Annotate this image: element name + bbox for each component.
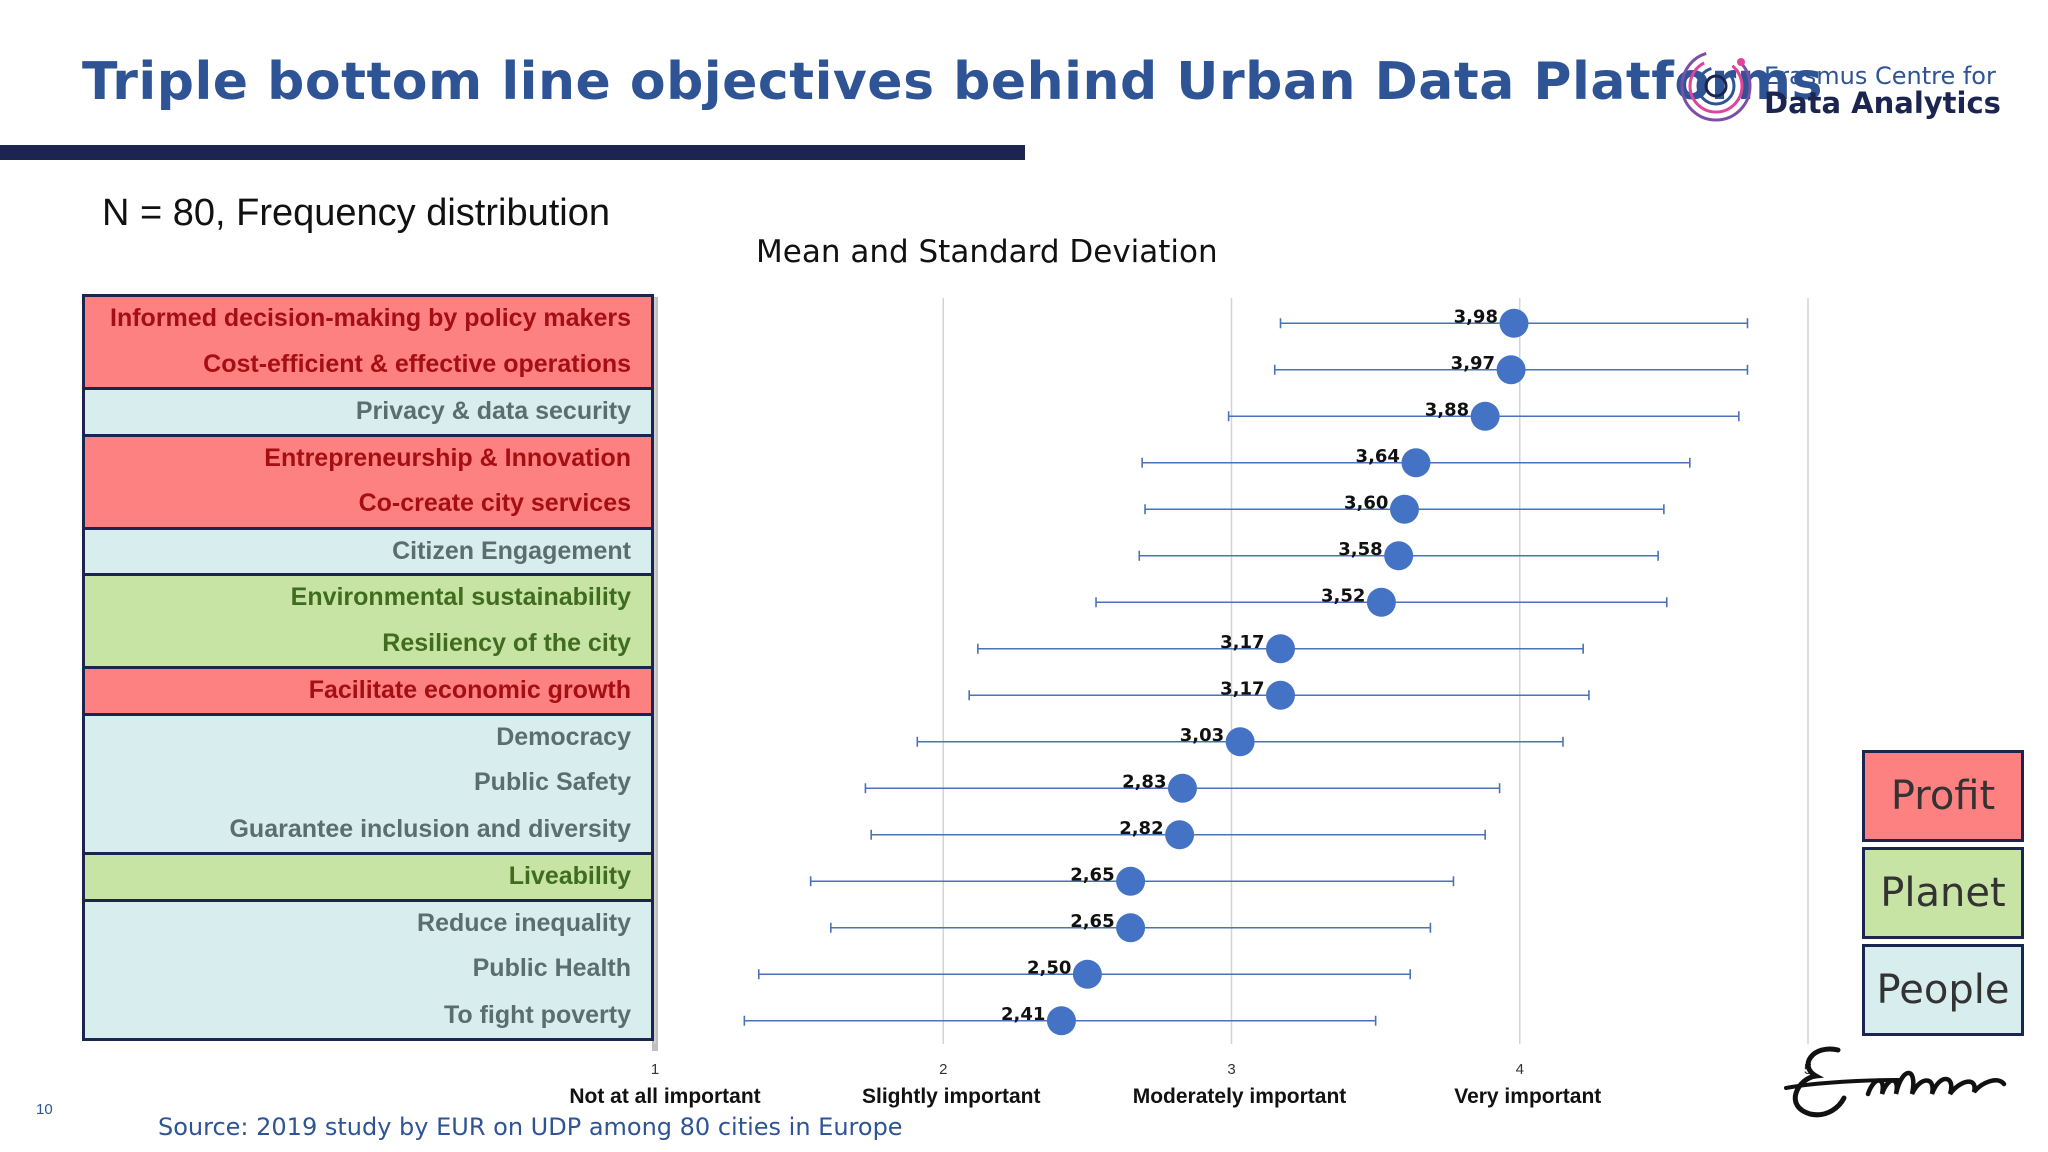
logo-text-line2: Data Analytics [1764, 86, 2001, 120]
mean-label: 3,17 [1220, 678, 1264, 699]
objective-label: Entrepreneurship & Innovation [264, 443, 631, 472]
mean-dot [1470, 401, 1500, 431]
mean-dot [1366, 587, 1396, 617]
mean-dot [1167, 773, 1197, 803]
objective-label: Democracy [496, 722, 631, 751]
mean-dot [1401, 448, 1431, 478]
label-group-people: Democracy Public Safety Guarantee inclusio… [82, 712, 654, 855]
mean-label: 3,52 [1321, 585, 1365, 606]
label-group-planet: Environmental sustainability Resiliency o… [82, 573, 654, 669]
label-group-profit: Informed decision-making by policy maker… [82, 294, 654, 390]
mean-label: 3,60 [1344, 492, 1388, 513]
erasmus-signature-logo [1784, 1046, 2007, 1118]
x-tick-number: 3 [1227, 1061, 1235, 1078]
mean-label: 3,97 [1451, 353, 1495, 374]
source-note: Source: 2019 study by EUR on UDP among 8… [158, 1113, 903, 1141]
objective-label: Citizen Engagement [392, 536, 631, 565]
mean-dot [1266, 680, 1296, 710]
mean-dot [1496, 355, 1526, 385]
mean-label: 2,65 [1070, 911, 1114, 932]
label-group-planet: Liveability [82, 852, 654, 902]
mean-dot [1072, 959, 1102, 989]
objective-label: Co-create city services [358, 489, 631, 517]
mean-dot [1384, 541, 1414, 571]
legend: Profit Planet People [1862, 750, 2024, 1041]
mean-label: 3,58 [1338, 539, 1382, 560]
objective-label: Cost-efficient & effective operations [203, 349, 631, 378]
slide-title: Triple bottom line objectives behind Urb… [82, 52, 1823, 112]
mean-label: 2,41 [1001, 1004, 1045, 1025]
logo-circles-icon [1680, 50, 1752, 122]
mean-label: 2,50 [1027, 957, 1071, 978]
label-group-people: Citizen Engagement [82, 526, 654, 576]
objective-label: Public Health [472, 954, 631, 982]
x-tick-number: 2 [939, 1061, 947, 1078]
legend-item-people: People [1862, 944, 2024, 1036]
logo: Erasmus Centre for Data Analytics [1678, 46, 2001, 126]
mean-label: 2,82 [1119, 818, 1163, 839]
x-tick-number: 4 [1516, 1061, 1524, 1078]
label-group-profit: Entrepreneurship & Innovation Co-create c… [82, 433, 654, 530]
sample-size-label: N = 80, Frequency distribution [102, 192, 610, 234]
mean-dot [1225, 727, 1255, 757]
mean-dot [1116, 913, 1146, 943]
mean-label: 3,98 [1454, 306, 1498, 327]
x-tick-label: Very important [1454, 1085, 1601, 1108]
mean-dot [1165, 820, 1195, 850]
objective-label: Public Safety [474, 768, 631, 796]
mean-dot [1116, 866, 1146, 896]
chart-title: Mean and Standard Deviation [756, 234, 1218, 270]
page-number: 10 [36, 1101, 53, 1118]
mean-dot [1499, 308, 1529, 338]
objective-label: Liveability [508, 862, 631, 890]
objective-label: Privacy & data security [355, 397, 631, 425]
objective-label: Environmental sustainability [290, 583, 631, 611]
objective-label: Reduce inequality [417, 908, 631, 937]
mean-label: 3,64 [1356, 446, 1400, 467]
x-tick-label: Moderately important [1133, 1085, 1347, 1108]
x-tick-number: 1 [651, 1061, 659, 1078]
objective-label: To fight poverty [443, 1000, 631, 1029]
x-tick-label: Not at all important [569, 1085, 760, 1108]
legend-item-profit: Profit [1862, 750, 2024, 842]
title-rule [0, 145, 1025, 160]
mean-dot [1046, 1006, 1076, 1036]
mean-label: 3,17 [1220, 632, 1264, 653]
objective-label: Resiliency of the city [382, 628, 631, 657]
mean-dot [1266, 634, 1296, 664]
objective-label: Guarantee inclusion and diversity [229, 814, 631, 843]
objective-label-panel: Informed decision-making by policy maker… [82, 294, 654, 1041]
objective-label: Informed decision-making by policy maker… [110, 304, 631, 332]
mean-label: 2,65 [1070, 864, 1114, 885]
legend-item-planet: Planet [1862, 847, 2024, 939]
objective-label: Facilitate economic growth [308, 676, 631, 704]
x-tick-label: Slightly important [862, 1085, 1041, 1108]
label-group-people: Reduce inequality Public Health To fight p… [82, 898, 654, 1041]
mean-label: 3,03 [1180, 725, 1224, 746]
mean-label: 2,83 [1122, 771, 1166, 792]
mean-dot [1389, 494, 1419, 524]
logo-text-line1: Erasmus Centre for [1764, 62, 1996, 90]
mean-label: 3,88 [1425, 399, 1469, 420]
